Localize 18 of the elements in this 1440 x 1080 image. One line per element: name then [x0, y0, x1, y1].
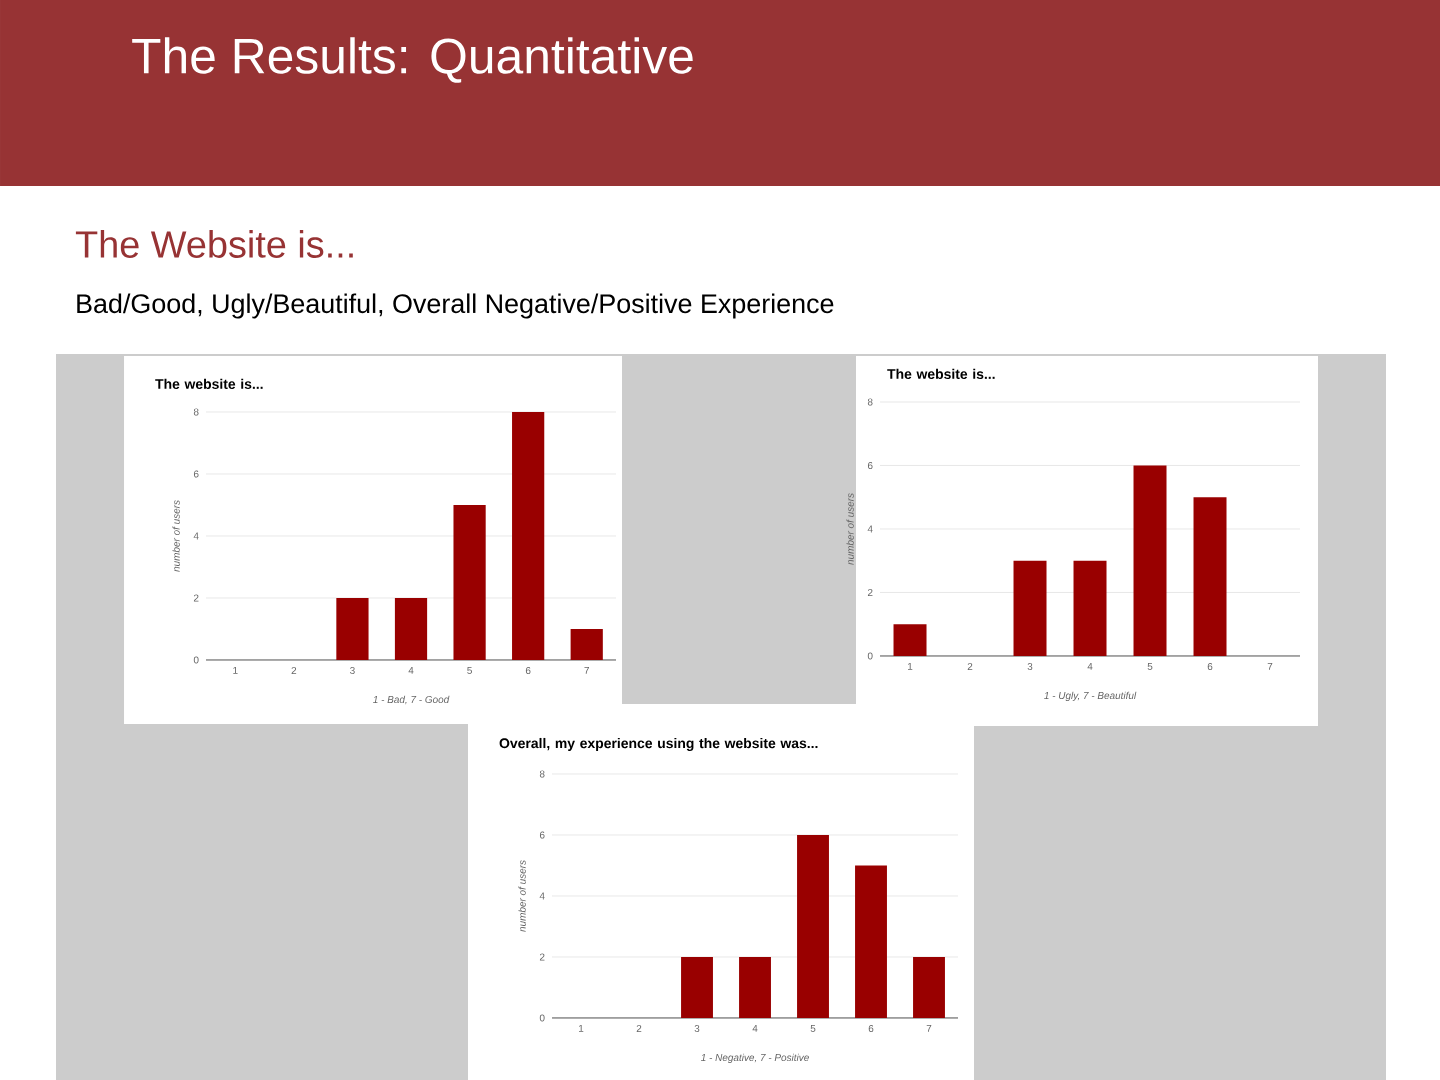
bar [1073, 560, 1107, 656]
bar [1193, 497, 1227, 656]
text: The Website is... [75, 230, 353, 258]
bar [1013, 560, 1047, 656]
text: Bad/Good, Ugly/Beautiful, Overall Negative/Positive Experience [77, 293, 834, 319]
bar [453, 504, 486, 660]
bar [336, 597, 369, 660]
bar [570, 628, 603, 660]
bar [681, 956, 713, 1018]
bar [893, 624, 927, 656]
bar [797, 834, 829, 1018]
text: The Results: Quantitative [132, 37, 693, 83]
bar [855, 865, 887, 1018]
bar [1133, 465, 1167, 656]
bar [913, 956, 945, 1018]
bar [394, 597, 428, 660]
bar [739, 956, 771, 1018]
bar [512, 411, 545, 660]
